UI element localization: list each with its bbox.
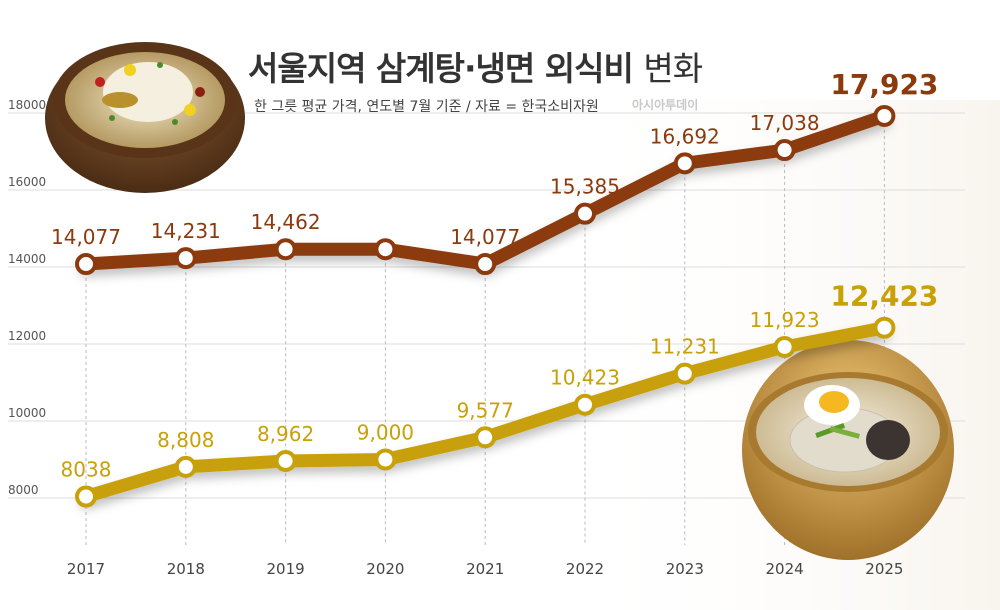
data-label-samgyetang: 15,385 <box>550 175 620 199</box>
y-axis: 8000 10000 12000 14000 16000 18000 <box>8 98 46 497</box>
data-point-samgyetang <box>75 253 97 276</box>
data-point-naengmyeon <box>574 393 596 416</box>
x-tick-label: 2020 <box>366 560 404 578</box>
x-tick-label: 2018 <box>167 560 205 578</box>
page-title: 서울지역 삼계탕·냉면 외식비 변화 <box>248 49 703 88</box>
data-point-samgyetang <box>374 238 397 261</box>
data-point-samgyetang <box>873 104 896 127</box>
data-point-naengmyeon <box>274 449 297 472</box>
data-label-samgyetang: 14,077 <box>450 225 520 249</box>
x-tick-label: 2024 <box>766 560 804 578</box>
data-point-naengmyeon <box>673 362 696 385</box>
data-point-naengmyeon <box>474 426 497 449</box>
y-tick-label: 10000 <box>8 406 46 420</box>
data-point-naengmyeon <box>174 455 197 478</box>
data-point-samgyetang <box>474 253 497 276</box>
data-point-samgyetang <box>174 247 197 270</box>
data-label-samgyetang: 14,231 <box>151 219 221 243</box>
data-point-naengmyeon <box>873 316 896 339</box>
x-tick-label: 2019 <box>267 560 305 578</box>
samgyetang-bowl-image <box>45 42 245 193</box>
y-tick-label: 18000 <box>8 98 46 112</box>
data-label-naengmyeon: 9,000 <box>357 421 414 445</box>
data-label-naengmyeon: 9,577 <box>457 398 514 422</box>
watermark: 아시아투데이 <box>632 98 699 112</box>
data-label-naengmyeon: 11,923 <box>750 308 820 332</box>
data-point-samgyetang <box>773 139 796 162</box>
x-tick-label: 2023 <box>666 560 704 578</box>
data-label-samgyetang: 17,923 <box>830 68 938 101</box>
data-label-samgyetang: 17,038 <box>750 111 820 135</box>
y-tick-label: 16000 <box>8 175 46 189</box>
data-label-naengmyeon: 8,962 <box>257 422 314 446</box>
x-tick-label: 2017 <box>67 560 105 578</box>
chart-subtitle: 한 그릇 평균 가격, 연도별 7월 기준 / 자료 = 한국소비자원 <box>254 99 599 115</box>
x-tick-label: 2022 <box>566 560 604 578</box>
data-point-samgyetang <box>673 152 696 175</box>
y-tick-label: 8000 <box>8 483 39 497</box>
data-label-samgyetang: 14,462 <box>251 210 321 234</box>
data-label-naengmyeon: 12,423 <box>830 280 938 313</box>
data-point-naengmyeon <box>374 448 397 471</box>
data-labels: 14,077 14,231 14,462 14,077 15,385 16,692 17,0… <box>51 68 938 482</box>
x-tick-label: 2025 <box>865 560 903 578</box>
data-label-naengmyeon: 8,808 <box>157 428 214 452</box>
data-label-naengmyeon: 11,231 <box>650 335 720 359</box>
data-label-samgyetang: 14,077 <box>51 225 121 249</box>
y-tick-label: 12000 <box>8 329 46 343</box>
data-label-naengmyeon: 10,423 <box>550 366 620 390</box>
data-label-samgyetang: 16,692 <box>650 124 720 148</box>
x-tick-label: 2021 <box>466 560 504 578</box>
data-point-samgyetang <box>574 202 596 225</box>
data-label-naengmyeon: 8038 <box>61 458 112 482</box>
naengmyeon-bowl-image <box>742 340 954 560</box>
data-point-naengmyeon <box>75 485 97 508</box>
series-markers <box>75 104 896 508</box>
data-point-naengmyeon <box>773 335 796 358</box>
y-tick-label: 14000 <box>8 252 46 266</box>
x-axis: 2017 2018 2019 2020 2021 2022 2023 2024 2025 <box>67 560 904 578</box>
data-point-samgyetang <box>274 238 297 261</box>
